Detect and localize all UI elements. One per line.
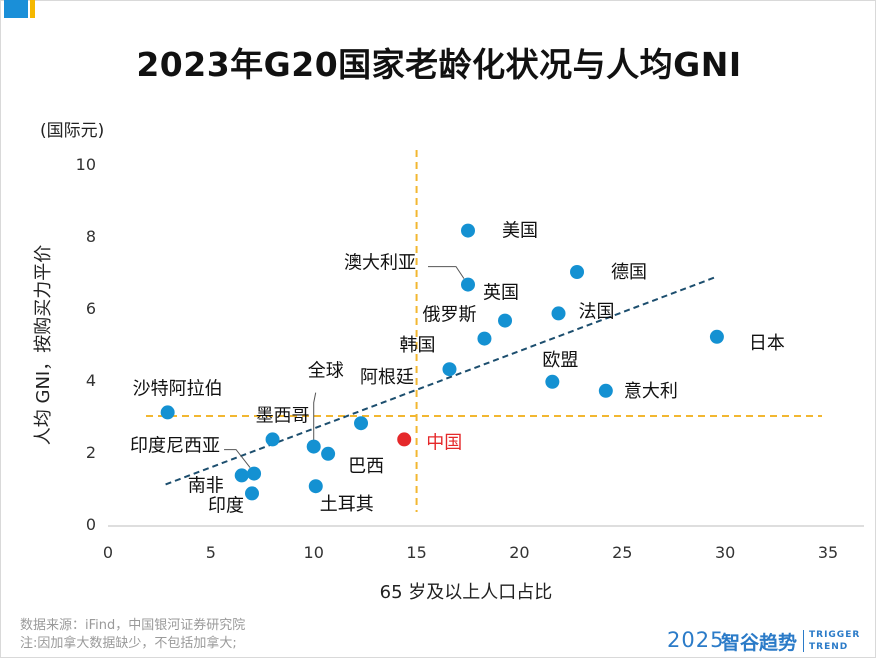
y-tick-label: 4 bbox=[86, 371, 96, 390]
chart-title: 2023年G20国家老龄化状况与人均GNI bbox=[136, 45, 742, 84]
source-note: 数据来源：iFind，中国银河证券研究院 注:因加拿大数据缺少，不包括加拿大; bbox=[20, 617, 245, 653]
x-tick-label: 30 bbox=[715, 543, 735, 562]
data-point bbox=[461, 223, 475, 238]
data-point bbox=[397, 432, 412, 447]
data-label: 英国 bbox=[483, 283, 519, 304]
x-tick-label: 0 bbox=[103, 543, 113, 562]
data-point bbox=[308, 479, 323, 494]
data-label: 阿根廷 bbox=[360, 367, 414, 388]
source-text: 数据来源：iFind，中国银河证券研究院 bbox=[20, 618, 246, 633]
y-unit-label: (国际元) bbox=[40, 121, 105, 141]
brand-english-line-1: TRIGGER bbox=[809, 630, 861, 640]
data-point bbox=[245, 486, 259, 501]
data-point bbox=[477, 331, 492, 346]
corner-mark-yellow bbox=[30, 0, 35, 18]
data-label: 日本 bbox=[749, 333, 785, 354]
data-point bbox=[461, 277, 475, 292]
x-tick-label: 20 bbox=[509, 543, 529, 562]
footnote-text: 注:因加拿大数据缺少，不包括加拿大; bbox=[20, 636, 237, 651]
leader-line bbox=[428, 266, 465, 279]
x-tick-label: 35 bbox=[818, 543, 838, 562]
corner-mark-blue bbox=[4, 0, 28, 18]
data-label: 法国 bbox=[579, 301, 615, 322]
brand-english-line-2: TREND bbox=[809, 642, 849, 652]
data-label: 美国 bbox=[502, 221, 538, 242]
data-point bbox=[321, 446, 336, 461]
data-point bbox=[498, 313, 513, 328]
data-point bbox=[709, 329, 724, 344]
leader-line bbox=[224, 449, 251, 468]
x-tick-label: 15 bbox=[406, 543, 426, 562]
data-point bbox=[247, 466, 262, 481]
trend-line bbox=[165, 276, 716, 486]
brand-english: TRIGGER TREND bbox=[809, 629, 860, 653]
data-label: 全球 bbox=[308, 361, 344, 382]
data-point bbox=[551, 306, 566, 321]
data-label: 德国 bbox=[611, 262, 647, 283]
y-tick-label: 6 bbox=[86, 299, 96, 318]
data-label: 韩国 bbox=[399, 335, 435, 356]
data-point bbox=[160, 405, 175, 420]
data-label: 印度 bbox=[208, 495, 244, 516]
x-tick-label: 25 bbox=[612, 543, 632, 562]
data-point bbox=[545, 374, 560, 389]
data-point bbox=[265, 432, 280, 447]
x-tick-label: 10 bbox=[304, 543, 324, 562]
y-tick-label: 0 bbox=[86, 515, 96, 534]
data-point bbox=[442, 362, 457, 377]
leader-line bbox=[313, 392, 317, 441]
brand-year: 2025 bbox=[667, 628, 725, 652]
data-label: 墨西哥 bbox=[256, 405, 310, 426]
data-label: 南非 bbox=[188, 475, 224, 496]
data-point bbox=[570, 265, 585, 279]
data-label: 巴西 bbox=[348, 456, 384, 477]
data-label: 中国 bbox=[426, 432, 462, 453]
data-label: 沙特阿拉伯 bbox=[133, 378, 223, 399]
data-label: 欧盟 bbox=[542, 350, 578, 371]
data-label: 澳大利亚 bbox=[344, 253, 416, 274]
data-label: 意大利 bbox=[624, 381, 678, 402]
data-point bbox=[354, 416, 369, 431]
x-tick-label: 5 bbox=[206, 543, 216, 562]
data-label: 印度尼西亚 bbox=[130, 436, 220, 457]
brand-name: 智谷趋势 bbox=[721, 632, 798, 654]
x-axis-label: 65 岁及以上人口占比 bbox=[379, 582, 553, 603]
data-point bbox=[598, 383, 613, 398]
data-point bbox=[306, 439, 321, 454]
y-tick-label: 8 bbox=[86, 227, 96, 246]
y-tick-label: 2 bbox=[86, 443, 96, 462]
data-label: 土耳其 bbox=[320, 494, 374, 515]
y-tick-label: 10 bbox=[76, 155, 96, 174]
data-point bbox=[234, 468, 249, 483]
data-label: 俄罗斯 bbox=[422, 305, 476, 326]
brand-divider bbox=[803, 630, 804, 652]
